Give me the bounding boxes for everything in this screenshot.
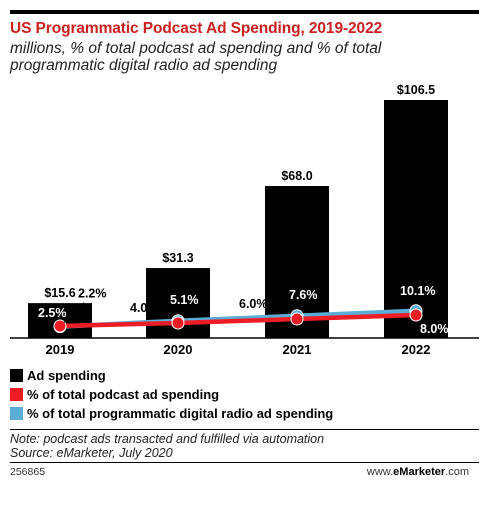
chart-id: 256865 xyxy=(10,466,46,478)
line-of-total-podcast-ad-spending xyxy=(59,312,417,329)
chart-subtitle: millions, % of total podcast ad spending… xyxy=(10,40,382,74)
legend-label-podcast-share: % of total podcast ad spending xyxy=(27,387,220,402)
podcast-share-label-2019: 2.5% xyxy=(38,306,67,320)
note-divider xyxy=(10,429,479,430)
bar-value-label-2019: $15.6 xyxy=(44,286,75,300)
legend-item-ad-spending: Ad spending xyxy=(10,366,333,385)
legend-swatch-ad-spending xyxy=(10,369,23,382)
legend-swatch-podcast-share xyxy=(10,388,23,401)
point-of-total-podcast-ad-spending-2020 xyxy=(171,316,185,330)
x-tick-label-2022: 2022 xyxy=(402,342,431,357)
point-of-total-podcast-ad-spending-2022 xyxy=(409,308,423,322)
brand-name: eMarketer xyxy=(393,466,446,478)
brand-prefix: www. xyxy=(366,466,394,478)
note-text: Note: podcast ads transacted and fulfill… xyxy=(10,432,325,446)
brand-link[interactable]: www.eMarketer.com xyxy=(367,466,469,478)
podcast-share-label-2020: 4.0% xyxy=(130,301,159,315)
radio-share-label-2020: 5.1% xyxy=(170,293,199,307)
x-tick-label-2019: 2019 xyxy=(46,342,75,357)
bar-value-label-2022: $106.5 xyxy=(397,83,435,97)
bottom-divider xyxy=(10,462,479,463)
legend-label-ad-spending: Ad spending xyxy=(27,368,106,383)
podcast-share-label-2021: 6.0% xyxy=(239,297,268,311)
point-of-total-podcast-ad-spending-2021 xyxy=(290,312,304,326)
chart-title: US Programmatic Podcast Ad Spending, 201… xyxy=(10,20,383,37)
brand-suffix: .com xyxy=(445,466,469,478)
radio-share-label-2019: 2.2% xyxy=(78,287,107,301)
chart-canvas: $15.6 $31.3 $68.0 $106.5 2.5% 4.0% 6.0% 8.0% 2.2… xyxy=(10,83,479,357)
radio-share-label-2022: 10.1% xyxy=(400,284,435,298)
x-tick-label-2020: 2020 xyxy=(164,342,193,357)
radio-share-label-2021: 7.6% xyxy=(289,288,318,302)
footnote: Note: podcast ads transacted and fulfill… xyxy=(10,432,324,460)
bar-value-label-2020: $31.3 xyxy=(162,251,193,265)
top-rule xyxy=(10,10,479,14)
x-tick-label-2021: 2021 xyxy=(283,342,312,357)
legend-label-radio-share: % of total programmatic digital radio ad… xyxy=(27,406,334,421)
legend-item-radio-share: % of total programmatic digital radio ad… xyxy=(10,404,333,423)
podcast-share-label-2022: 8.0% xyxy=(420,322,449,336)
bar-value-label-2021: $68.0 xyxy=(281,169,312,183)
radio-share-leader-2019 xyxy=(63,302,85,323)
bar-2022 xyxy=(384,100,448,338)
legend-swatch-radio-share xyxy=(10,407,23,420)
point-of-total-podcast-ad-spending-2019 xyxy=(53,319,67,333)
source-text: Source: eMarketer, July 2020 xyxy=(10,446,173,460)
legend-item-podcast-share: % of total podcast ad spending xyxy=(10,385,333,404)
legend: Ad spending % of total podcast ad spendi… xyxy=(10,366,333,423)
